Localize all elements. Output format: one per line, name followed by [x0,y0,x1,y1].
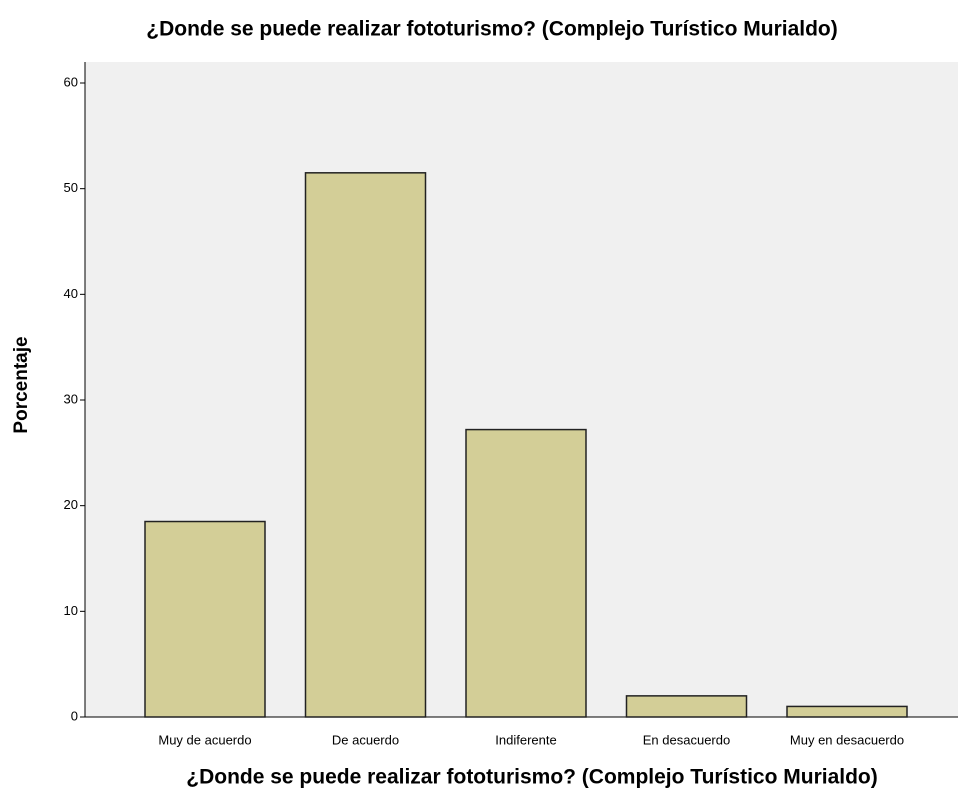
x-axis-title: ¿Donde se puede realizar fototurismo? (C… [186,766,878,789]
x-tick-label: De acuerdo [332,732,399,747]
x-tick-label: Muy de acuerdo [158,732,251,747]
x-tick-label: En desacuerdo [643,732,730,747]
bar [304,172,427,718]
y-tick-label: 20 [64,497,78,512]
y-axis-title: Porcentaje [11,336,32,433]
y-tick-label: 60 [64,74,78,89]
y-tick-label: 0 [71,708,78,723]
bar [786,705,908,718]
bar [144,520,266,718]
x-tick-label: Muy en desacuerdo [790,732,904,747]
bar [625,695,748,718]
y-tick-label: 50 [64,180,78,195]
y-tick-label: 40 [64,286,78,301]
y-tick-label: 30 [64,391,78,406]
x-tick-label: Indiferente [495,732,556,747]
y-tick-label: 10 [64,603,78,618]
bar [465,428,587,718]
chart-title: ¿Donde se puede realizar fototurismo? (C… [146,18,838,41]
